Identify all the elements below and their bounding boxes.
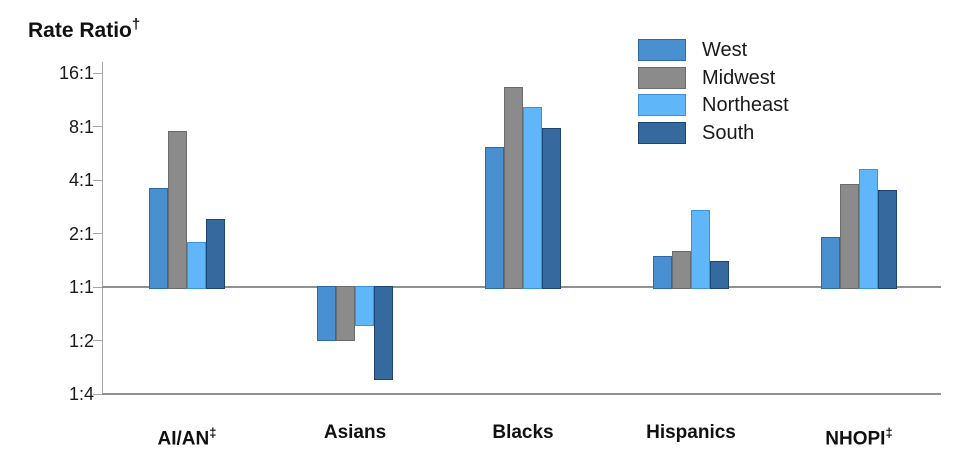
bar-west-aian [149,188,168,289]
bar-northeast-nhopi [859,169,878,289]
y-axis-tick-label: 2:1 [68,223,94,244]
bar-northeast-blacks [523,106,542,289]
y-axis-tick-label: 1:4 [68,384,94,404]
y-axis-tick [93,340,102,341]
x-axis-category-text: Hispanics [646,422,736,443]
legend-label-northeast: Northeast [702,94,789,116]
bar-midwest-blacks [504,86,523,289]
double-dagger-superscript-icon: ‡ [209,425,217,440]
bar-northeast-aian [187,241,206,289]
x-axis-category-text: AI/AN [157,428,210,450]
x-axis-category-label: Asians [285,422,425,444]
bar-west-nhopi [821,237,840,289]
legend-item-midwest: Midwest [638,66,789,90]
legend-item-south: South [638,121,789,145]
bar-west-hispanics [653,255,672,289]
bar-west-blacks [485,147,504,289]
y-axis-tick-label: 8:1 [68,116,94,137]
legend-swatch-west [638,39,686,61]
bar-midwest-nhopi [840,183,859,289]
bar-west-asians [317,286,336,341]
y-axis-line [102,62,103,395]
y-axis-tick-label: 4:1 [68,170,94,190]
double-dagger-superscript-icon: ‡ [885,425,893,440]
legend-label-midwest: Midwest [702,66,776,89]
legend: West Midwest Northeast South [638,38,789,148]
chart-title-text: Rate Ratio [28,19,132,42]
bar-midwest-hispanics [672,250,691,289]
bar-south-blacks [542,128,561,289]
y-axis-tick [93,126,102,127]
x-axis-category-text: NHOPI [825,428,886,450]
y-axis-tick-label: 1:1 [68,277,94,297]
y-axis-tick [93,179,102,181]
legend-item-west: West [638,38,789,62]
x-axis-category-label: AI/AN‡ [117,422,257,450]
x-axis-category-text: Asians [323,422,387,443]
x-axis-category-label: NHOPI‡ [789,422,929,450]
y-axis-tick [93,233,102,234]
legend-label-south: South [702,121,755,144]
bar-northeast-asians [355,286,374,327]
bar-south-aian [206,219,225,289]
bar-midwest-aian [168,131,187,289]
legend-swatch-south [638,121,686,144]
chart-title: Rate Ratio† [28,16,140,43]
bar-midwest-asians [336,286,355,341]
bar-south-nhopi [878,190,897,289]
x-axis-category-text: Blacks [492,422,554,443]
bar-south-hispanics [710,261,729,289]
bar-northeast-hispanics [691,210,710,289]
bar-south-asians [374,286,393,380]
y-axis-tick [93,393,102,395]
x-axis-category-label: Blacks [453,422,593,444]
legend-label-west: West [702,39,748,61]
y-axis-tick-label: 16:1 [58,63,94,83]
x-axis-category-label: Hispanics [621,422,761,444]
y-axis-tick [93,72,102,74]
legend-swatch-northeast [638,94,686,116]
legend-swatch-midwest [638,66,686,89]
x-axis-bottom-line [102,393,941,395]
legend-item-northeast: Northeast [638,93,789,117]
y-axis-tick-label: 1:2 [68,330,94,351]
y-axis-tick [93,286,102,288]
dagger-superscript-icon: † [131,16,141,33]
